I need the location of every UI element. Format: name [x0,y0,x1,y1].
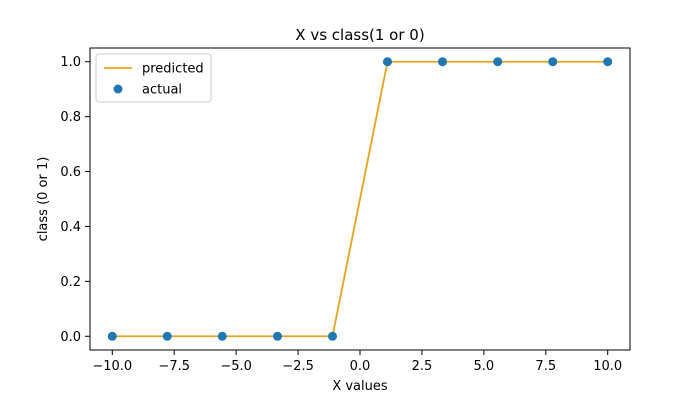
series-line-predicted [112,60,608,338]
series-point-actual [437,57,447,67]
y-tick-label: 1.0 [60,55,81,70]
series-point-actual [382,57,392,67]
x-tick-label: −2.5 [282,359,314,374]
legend-label-actual: actual [142,83,182,98]
series-point-actual [162,331,172,341]
plot-area: −10.0 −7.5 −5.0 −2.5 0.0 2.5 5.0 7.5 10.0 0.0 0.2 0… [60,47,631,374]
series-point-actual [273,331,283,341]
x-tick-label: 2.5 [412,359,433,374]
y-tick-label: 0.4 [60,220,81,235]
series-point-actual [328,331,338,341]
series-point-actual [493,57,503,67]
y-tick-label: 0.6 [60,165,81,180]
x-tick-label: 0.0 [350,359,371,374]
series-point-actual [603,57,613,67]
x-tick-label: −7.5 [158,359,190,374]
x-tick-label: −5.0 [220,359,252,374]
series-point-actual [548,57,558,67]
legend-label-predicted: predicted [142,62,204,77]
x-tick-label: 10.0 [593,359,622,374]
y-tick-label: 0.2 [60,275,81,290]
series-point-actual [217,331,227,341]
y-axis-label: class (0 or 1) [36,157,51,242]
series-point-actual [107,331,117,341]
y-tick-label: 0.8 [60,110,81,125]
x-tick-label: 5.0 [474,359,495,374]
legend-swatch-actual [113,84,123,94]
x-tick-label: −10.0 [92,359,132,374]
legend-box [95,53,212,103]
x-axis-label: X values [332,379,388,394]
chart-title: X vs class(1 or 0) [295,26,424,44]
x-tick-label: 7.5 [535,359,556,374]
y-tick-label: 0.0 [60,330,81,345]
